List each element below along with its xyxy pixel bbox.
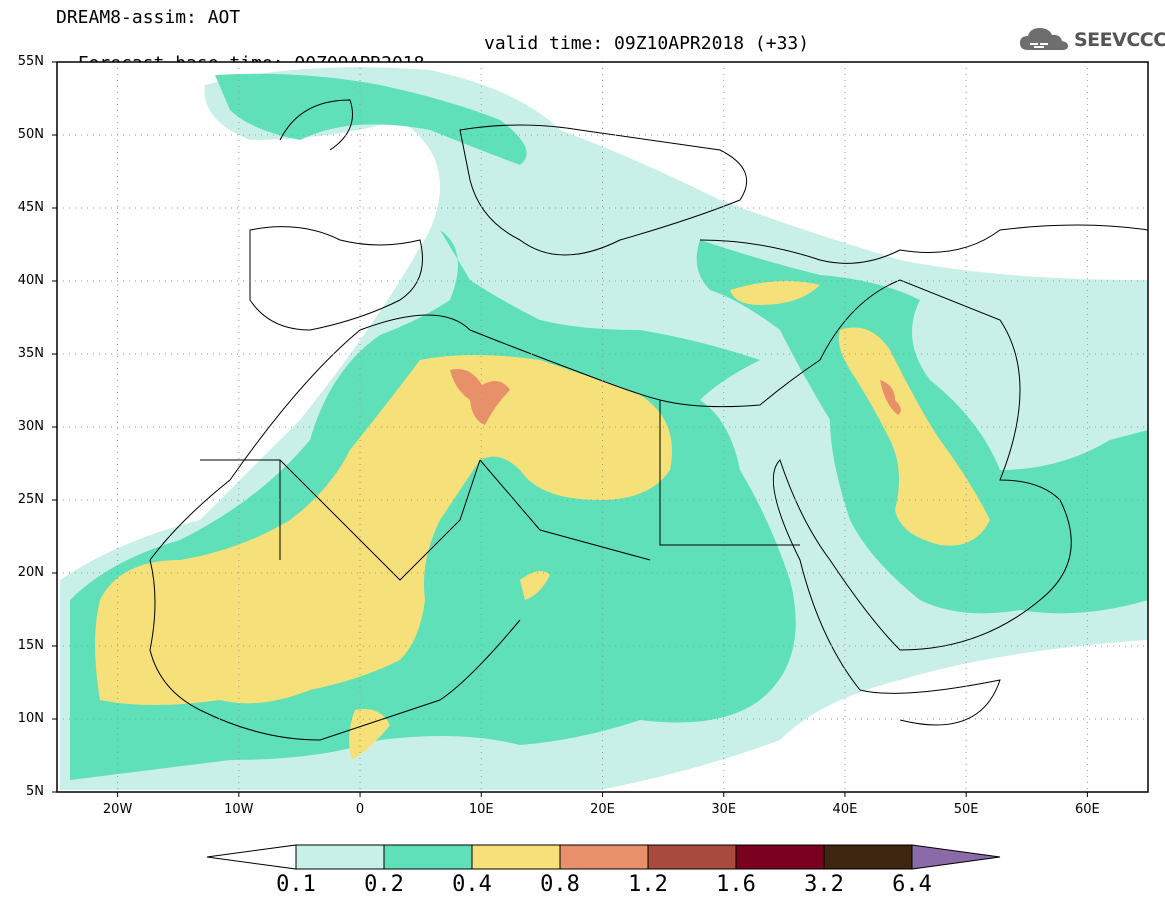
colorbar-low-arrow bbox=[206, 844, 297, 870]
lat-label: 45N bbox=[17, 200, 44, 215]
colorbar-segment bbox=[735, 844, 825, 870]
seevccc-logo: SEEVCCC bbox=[1018, 24, 1165, 56]
colorbar-segment bbox=[823, 844, 913, 870]
lat-label: 15N bbox=[17, 638, 44, 653]
logo-label: SEEVCCC bbox=[1074, 29, 1165, 51]
lat-label: 40N bbox=[17, 273, 44, 288]
aot-band-0.4 bbox=[95, 281, 990, 760]
colorbar-level-label: 0.4 bbox=[452, 872, 492, 897]
lon-label: 20W bbox=[102, 802, 133, 817]
cloud-icon bbox=[1020, 28, 1068, 50]
colorbar-level-label: 0.1 bbox=[276, 872, 316, 897]
lat-label: 5N bbox=[26, 784, 44, 799]
lat-label: 25N bbox=[17, 492, 44, 507]
colorbar-level-label: 6.4 bbox=[892, 872, 932, 897]
lon-label: 50E bbox=[953, 802, 979, 817]
lat-label: 20N bbox=[17, 565, 44, 580]
lat-label: 30N bbox=[17, 419, 44, 434]
colorbar-segment bbox=[295, 844, 385, 870]
lon-label: 10W bbox=[224, 802, 254, 817]
lat-label: 55N bbox=[17, 54, 44, 69]
map-title: DREAM8-assim: AOT bbox=[56, 7, 241, 28]
colorbar-segment bbox=[647, 844, 737, 870]
colorbar-level-label: 3.2 bbox=[804, 872, 844, 897]
lat-label: 35N bbox=[17, 346, 44, 361]
colorbar-level-label: 0.2 bbox=[364, 872, 404, 897]
lon-label: 20E bbox=[590, 802, 615, 817]
lon-label: 40E bbox=[832, 802, 858, 817]
lat-label: 10N bbox=[17, 711, 44, 726]
valid-time: valid time: 09Z10APR2018 (+33) bbox=[484, 33, 810, 54]
coastlines bbox=[149, 99, 1148, 741]
colorbar-segment bbox=[383, 844, 473, 870]
lat-label: 50N bbox=[17, 127, 44, 142]
lon-label: 0 bbox=[355, 802, 365, 817]
colorbar-segment bbox=[471, 844, 561, 870]
colorbar-high-arrow bbox=[911, 844, 1001, 870]
aot-band-0.8 bbox=[450, 369, 901, 425]
axis-ticks bbox=[52, 61, 1088, 797]
lon-label: 60E bbox=[1074, 802, 1100, 817]
colorbar-segment bbox=[559, 844, 649, 870]
colorbar-level-label: 1.6 bbox=[716, 872, 756, 897]
lon-label: 10E bbox=[468, 802, 494, 817]
colorbar-level-label: 1.2 bbox=[628, 872, 668, 897]
lon-label: 30E bbox=[711, 802, 737, 817]
colorbar-level-label: 0.8 bbox=[540, 872, 580, 897]
